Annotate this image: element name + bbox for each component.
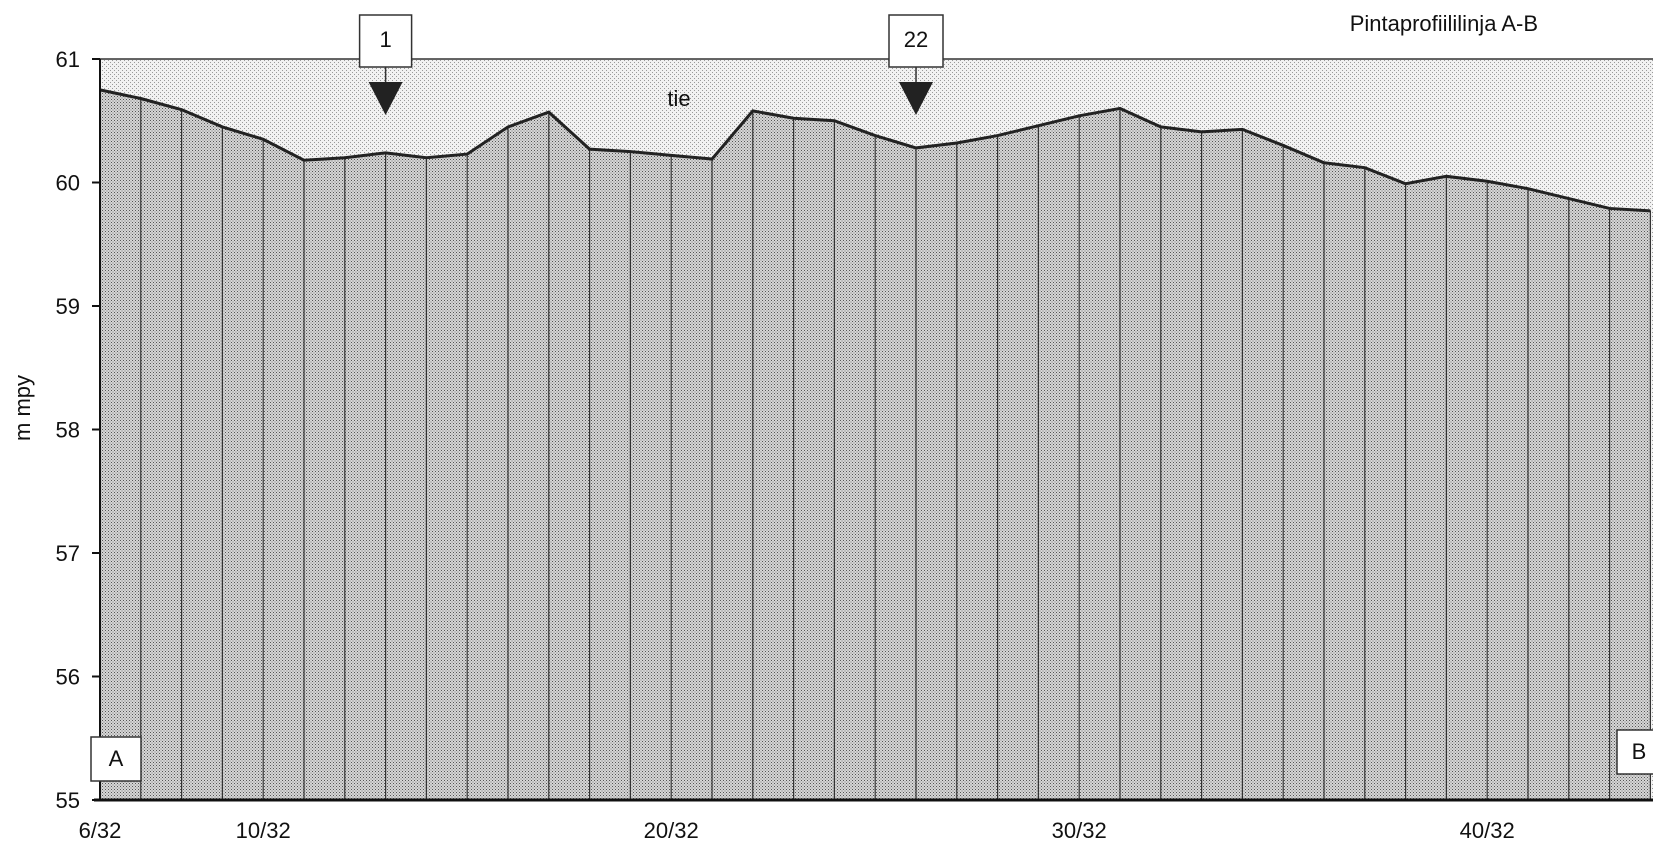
- x-axis-ticks: 6/32 10/32 20/32 30/32 40/32: [79, 818, 1515, 843]
- y-tick-label: 58: [56, 418, 80, 443]
- profile-line: [99, 88, 1651, 213]
- x-tick-label: 20/32: [644, 818, 699, 843]
- marker-22: 22: [888, 14, 944, 115]
- marker-box: [888, 14, 944, 68]
- marker-label: 1: [379, 27, 391, 52]
- y-tick-label: 61: [56, 47, 80, 72]
- x-tick-label: 10/32: [236, 818, 291, 843]
- y-tick-label: 55: [56, 788, 80, 813]
- y-tick-label: 60: [56, 171, 80, 196]
- marker-label: 22: [904, 27, 928, 52]
- y-axis-ticks: 55 56 57 58 59 60 61: [56, 47, 100, 813]
- chart-title: Pintaprofiililinja A-B: [1350, 11, 1538, 36]
- start-label-box: A: [90, 736, 142, 782]
- road-label: tie: [667, 86, 690, 111]
- down-triangle-icon: [899, 82, 933, 115]
- x-tick-label: 6/32: [79, 818, 122, 843]
- x-tick-label: 40/32: [1460, 818, 1515, 843]
- start-label: A: [109, 746, 124, 771]
- y-axis-label: m mpy: [10, 375, 35, 441]
- marker-box: [358, 14, 413, 68]
- end-label-box: B: [1616, 729, 1653, 775]
- station-lines: [140, 98, 1652, 800]
- marker-1: 1: [358, 14, 413, 115]
- y-tick-label: 59: [56, 294, 80, 319]
- x-tick-label: 30/32: [1052, 818, 1107, 843]
- down-triangle-icon: [368, 82, 403, 115]
- markers: 1 22: [358, 14, 944, 115]
- end-label: B: [1632, 739, 1647, 764]
- y-tick-label: 57: [56, 541, 80, 566]
- y-tick-label: 56: [56, 665, 80, 690]
